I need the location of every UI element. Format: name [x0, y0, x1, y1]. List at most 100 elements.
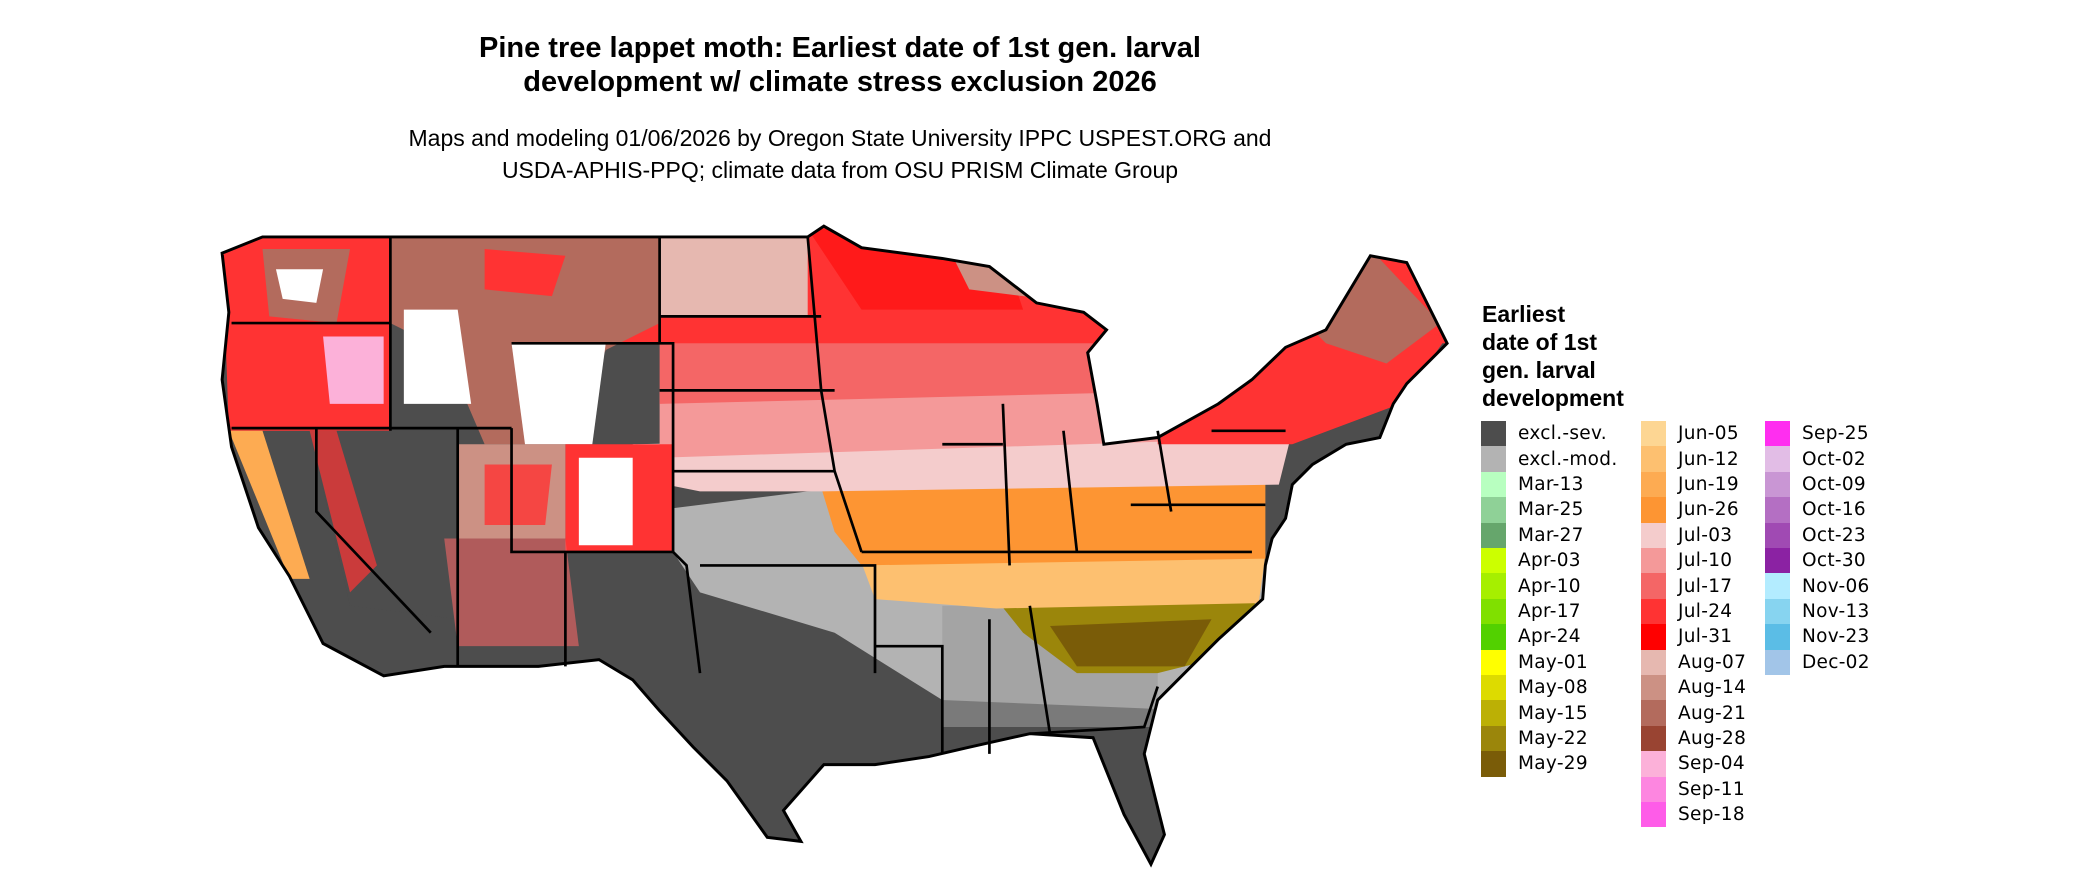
map-subtitle-line-2: USDA-APHIS-PPQ; climate data from OSU PR…	[501, 157, 1179, 183]
legend-label: Aug-21	[1678, 702, 1747, 724]
legend-label: Jul-10	[1678, 550, 1733, 572]
legend-item: Nov-23	[1765, 624, 1870, 650]
legend-label: Jul-24	[1678, 600, 1733, 622]
legend-item: Jul-03	[1641, 522, 1732, 548]
map-subtitle-line-1: Maps and modeling 01/06/2026 by Oregon S…	[408, 125, 1272, 151]
legend-item: excl.-sev.	[1481, 421, 1607, 447]
legend-label: Jun-05	[1678, 423, 1739, 445]
legend-item: Oct-16	[1765, 497, 1866, 523]
legend-swatch	[1765, 624, 1790, 650]
legend-title: Earliest date of 1st gen. larval develop…	[1482, 300, 1702, 412]
legend-title-line: Earliest	[1482, 301, 1566, 327]
legend-swatch	[1641, 421, 1666, 447]
legend-label: Jul-31	[1678, 626, 1733, 648]
legend-item: Oct-02	[1765, 446, 1867, 472]
legend-item: May-29	[1481, 751, 1588, 777]
legend-label: Sep-25	[1802, 423, 1869, 445]
legend-label: Nov-23	[1802, 626, 1870, 648]
state-borders	[231, 236, 1286, 754]
legend-item: Sep-04	[1641, 751, 1745, 777]
legend-item: excl.-mod.	[1481, 446, 1618, 472]
legend-swatch	[1765, 471, 1790, 498]
legend-label: Jun-26	[1678, 499, 1739, 521]
legend-swatch	[1641, 700, 1666, 726]
legend-label: Aug-28	[1678, 727, 1747, 749]
legend-item: Jul-31	[1641, 624, 1733, 650]
legend-swatch	[1641, 446, 1666, 472]
legend-item: Jul-10	[1641, 548, 1733, 574]
legend-label: Sep-04	[1678, 753, 1745, 775]
legend-swatch	[1481, 725, 1506, 752]
legend-label: May-29	[1518, 753, 1588, 775]
legend-label: Sep-11	[1678, 778, 1745, 800]
legend-swatch	[1641, 548, 1666, 574]
legend-item: Jul-17	[1641, 573, 1733, 599]
legend-swatch	[1481, 649, 1506, 675]
legend-swatch	[1641, 624, 1666, 650]
legend-swatch	[1481, 624, 1506, 650]
legend-item: Sep-25	[1765, 421, 1869, 447]
map-title-line-1: Pine tree lappet moth: Earliest date of …	[479, 32, 1201, 64]
legend-item: Aug-21	[1641, 700, 1747, 726]
legend-swatch	[1481, 471, 1506, 498]
legend-item: Apr-24	[1481, 624, 1581, 650]
legend-swatch	[1641, 497, 1666, 523]
legend-item: Jul-24	[1641, 598, 1733, 625]
legend-swatch	[1481, 522, 1506, 548]
legend-label: Jun-12	[1678, 448, 1739, 470]
legend-item: Mar-27	[1481, 522, 1584, 548]
legend-label: Apr-10	[1518, 575, 1581, 597]
legend-label: Oct-30	[1802, 550, 1867, 572]
legend-label: Sep-18	[1678, 804, 1745, 826]
legend-item: Nov-06	[1765, 573, 1870, 599]
legend-label: Apr-17	[1518, 600, 1581, 622]
legend-item: Oct-30	[1765, 548, 1867, 574]
legend-item: Nov-13	[1765, 598, 1870, 625]
legend-label: May-08	[1518, 677, 1588, 699]
legend-swatch	[1641, 776, 1666, 802]
legend-item: May-08	[1481, 675, 1588, 701]
legend-swatch	[1481, 421, 1506, 447]
legend-label: Oct-02	[1802, 448, 1867, 470]
legend-item: Sep-18	[1641, 802, 1745, 828]
legend-label: May-22	[1518, 727, 1588, 749]
legend-swatch	[1641, 522, 1666, 548]
legend-title-line: development	[1482, 385, 1624, 411]
legend-label: Dec-02	[1802, 651, 1870, 673]
legend-title-line: gen. larval	[1482, 357, 1596, 383]
legend-swatch	[1481, 751, 1506, 777]
legend-label: Nov-13	[1802, 600, 1870, 622]
legend-item: Sep-11	[1641, 776, 1745, 802]
legend-label: May-01	[1518, 651, 1588, 673]
legend-swatch	[1481, 675, 1506, 701]
legend-swatch	[1765, 446, 1790, 472]
legend-item: Aug-07	[1641, 649, 1747, 675]
legend-label: excl.-sev.	[1518, 423, 1607, 445]
legend-item: Oct-09	[1765, 471, 1867, 498]
legend-swatch	[1481, 573, 1506, 599]
legend-label: Oct-09	[1802, 473, 1867, 495]
legend-label: Mar-25	[1518, 499, 1584, 521]
legend-title-line: date of 1st	[1482, 329, 1598, 355]
legend-swatch	[1481, 598, 1506, 625]
legend-label: Apr-24	[1518, 626, 1581, 648]
legend-item: Apr-03	[1481, 548, 1581, 574]
legend-item: Mar-25	[1481, 497, 1584, 523]
legend-swatch	[1641, 725, 1666, 752]
legend-swatch	[1765, 497, 1790, 523]
legend-label: excl.-mod.	[1518, 448, 1618, 470]
legend-label: Aug-14	[1678, 677, 1747, 699]
legend-swatch	[1641, 751, 1666, 777]
legend-swatch	[1641, 675, 1666, 701]
legend-swatch	[1641, 802, 1666, 828]
legend-swatch	[1481, 548, 1506, 574]
map-title-line-2: development w/ climate stress exclusion …	[523, 66, 1157, 98]
legend-item: Aug-14	[1641, 675, 1747, 701]
legend-label: Jul-17	[1678, 575, 1733, 597]
legend-swatch	[1641, 573, 1666, 599]
legend-label: Aug-07	[1678, 651, 1747, 673]
legend-item: May-15	[1481, 700, 1588, 726]
legend-item: Oct-23	[1765, 522, 1866, 548]
legend-swatch	[1641, 598, 1666, 625]
